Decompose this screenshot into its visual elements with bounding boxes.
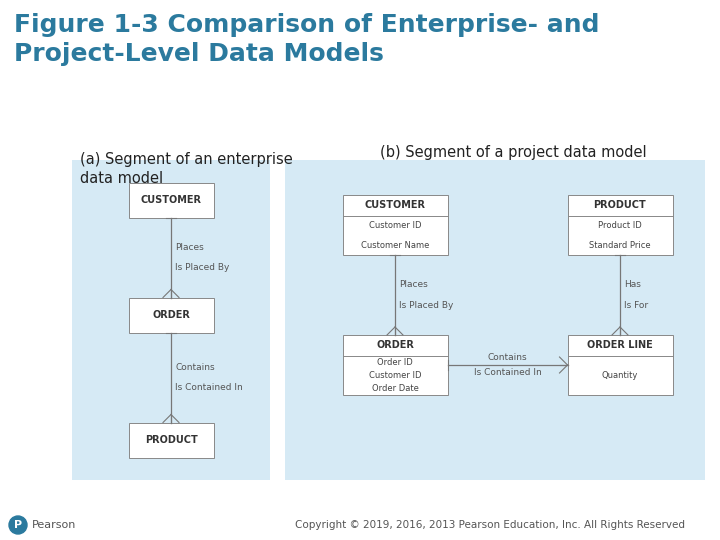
Text: Customer ID: Customer ID xyxy=(369,371,421,380)
Text: PRODUCT: PRODUCT xyxy=(593,200,647,211)
Text: Order ID: Order ID xyxy=(377,358,413,367)
Text: Quantity: Quantity xyxy=(602,371,638,380)
Bar xyxy=(343,335,448,395)
Text: Is For: Is For xyxy=(624,301,648,310)
Text: Contains: Contains xyxy=(175,362,215,372)
Circle shape xyxy=(9,516,27,534)
Text: Figure 1-3 Comparison of Enterprise- and
Project-Level Data Models: Figure 1-3 Comparison of Enterprise- and… xyxy=(14,13,600,66)
Text: ORDER LINE: ORDER LINE xyxy=(587,341,653,350)
Text: Customer Name: Customer Name xyxy=(361,241,429,249)
Bar xyxy=(567,335,672,395)
Text: (b) Segment of a project data model: (b) Segment of a project data model xyxy=(380,145,647,160)
Text: Is Contained In: Is Contained In xyxy=(175,383,243,393)
Text: Has: Has xyxy=(624,280,641,289)
Text: Places: Places xyxy=(175,242,204,252)
Text: Standard Price: Standard Price xyxy=(589,241,651,249)
Text: ORDER: ORDER xyxy=(376,341,414,350)
Text: Is Contained In: Is Contained In xyxy=(474,368,541,377)
Text: PRODUCT: PRODUCT xyxy=(145,435,197,445)
Text: Contains: Contains xyxy=(487,353,527,362)
Text: Places: Places xyxy=(399,280,428,289)
Text: Is Placed By: Is Placed By xyxy=(175,264,230,273)
Bar xyxy=(128,422,214,457)
Text: Order Date: Order Date xyxy=(372,384,418,393)
Text: P: P xyxy=(14,520,22,530)
Text: CUSTOMER: CUSTOMER xyxy=(140,195,202,205)
Text: (a) Segment of an enterprise
data model: (a) Segment of an enterprise data model xyxy=(80,152,293,186)
Bar xyxy=(128,298,214,333)
Text: Customer ID: Customer ID xyxy=(369,221,421,230)
Bar xyxy=(285,160,705,480)
Text: Pearson: Pearson xyxy=(32,520,76,530)
Bar xyxy=(128,183,214,218)
Bar xyxy=(343,195,448,255)
Text: Product ID: Product ID xyxy=(598,221,642,230)
Text: Copyright © 2019, 2016, 2013 Pearson Education, Inc. All Rights Reserved: Copyright © 2019, 2016, 2013 Pearson Edu… xyxy=(295,520,685,530)
Text: Is Placed By: Is Placed By xyxy=(399,301,454,310)
Bar xyxy=(72,160,270,480)
Bar xyxy=(567,195,672,255)
Text: ORDER: ORDER xyxy=(152,310,190,320)
Text: CUSTOMER: CUSTOMER xyxy=(364,200,426,211)
